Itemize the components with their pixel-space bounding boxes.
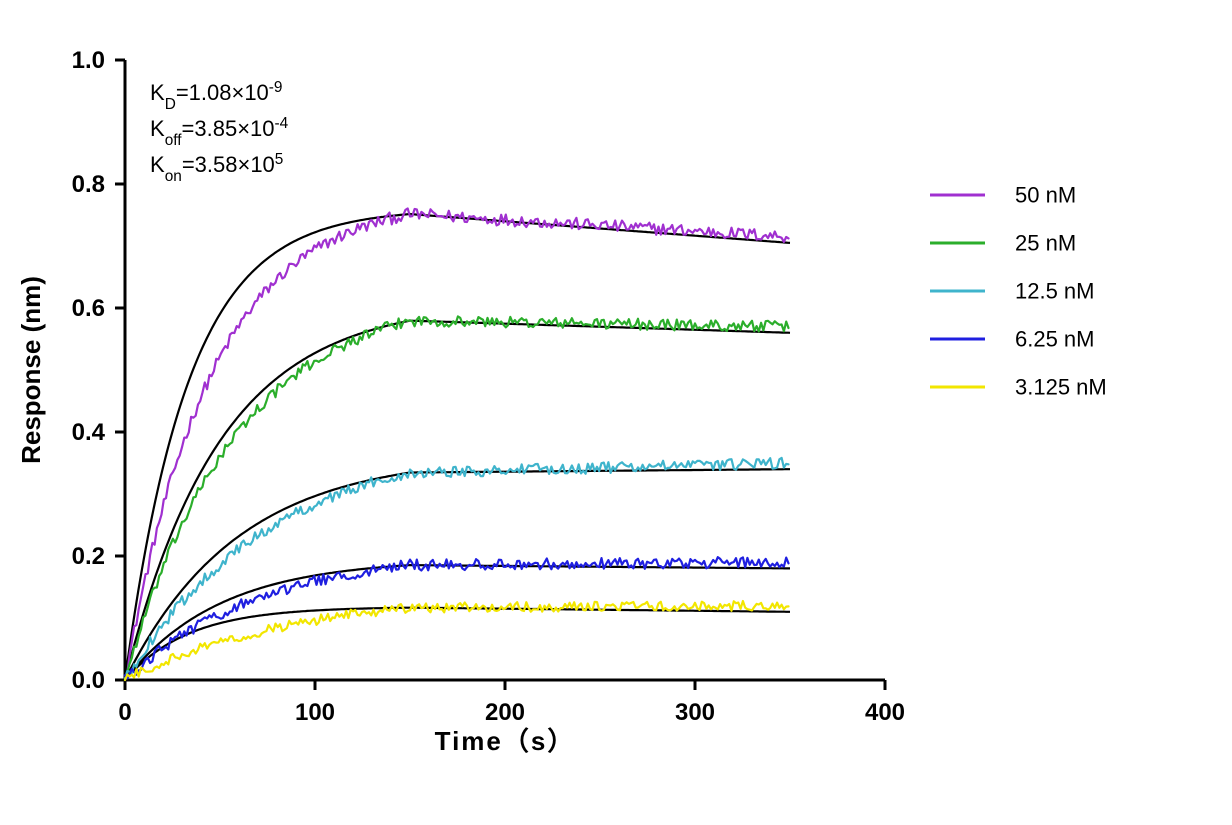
y-tick-label: 0.4	[72, 419, 106, 446]
y-tick-label: 0.8	[72, 171, 105, 198]
x-tick-label: 200	[485, 699, 525, 726]
x-tick-label: 0	[118, 699, 131, 726]
chart-container: 0 100 200 300 400 0.0 0.2 0.4 0.6 0.8 1.0 Time（s） Re…	[0, 0, 1232, 825]
y-axis-title: Response (nm)	[16, 276, 46, 464]
x-tick-label: 100	[295, 699, 335, 726]
y-tick-label: 0.6	[72, 295, 105, 322]
y-tick-label: 0.2	[72, 543, 105, 570]
legend-label: 50 nM	[1015, 183, 1076, 208]
chart-svg: 0 100 200 300 400 0.0 0.2 0.4 0.6 0.8 1.0 Time（s） Re…	[0, 0, 1232, 825]
y-tick-label: 0.0	[72, 667, 105, 694]
legend-label: 3.125 nM	[1015, 375, 1107, 400]
legend-label: 12.5 nM	[1015, 279, 1095, 304]
legend-label: 25 nM	[1015, 231, 1076, 256]
x-tick-label: 300	[675, 699, 715, 726]
x-tick-label: 400	[865, 699, 905, 726]
y-tick-label: 1.0	[72, 47, 105, 74]
x-axis-title: Time（s）	[435, 726, 576, 756]
legend-label: 6.25 nM	[1015, 327, 1095, 352]
